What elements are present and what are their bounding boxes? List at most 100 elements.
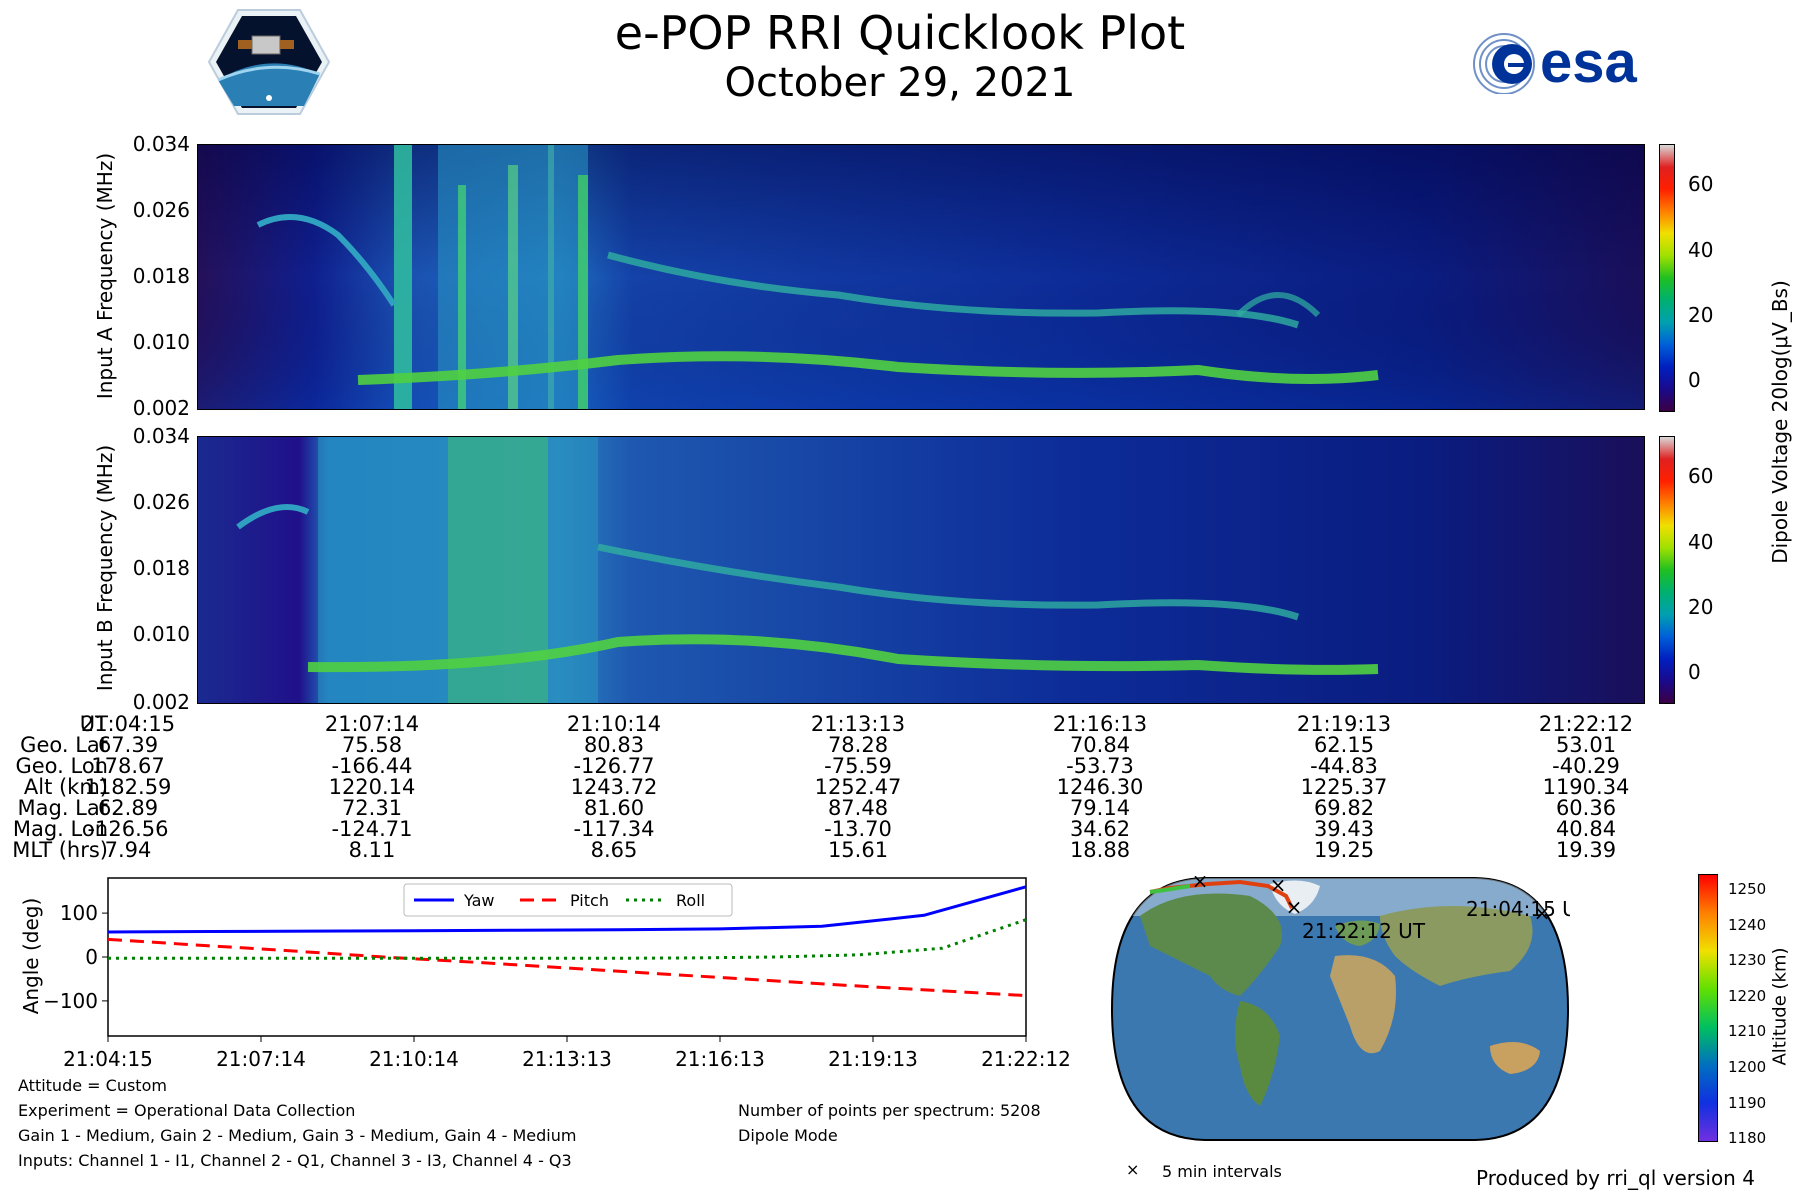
ephem-cell: 87.48 — [827, 796, 889, 820]
ytick-a-1: 0.026 — [132, 198, 190, 222]
map-x-1: × — [1192, 876, 1209, 893]
map-legend-text: 5 min intervals — [1162, 1162, 1282, 1181]
ytick-b-4: 0.002 — [132, 690, 190, 714]
cb-tick-0-b: 0 — [1688, 660, 1701, 684]
alt-tick: 1200 — [1728, 1058, 1767, 1076]
esa-logo-text: esa — [1540, 30, 1638, 94]
attitude-xtick: 21:13:13 — [522, 1047, 612, 1071]
map-x-start: × — [1534, 901, 1551, 925]
ytick-a-3: 0.010 — [132, 330, 190, 354]
voltage-colorbar-b — [1659, 436, 1675, 704]
cb-tick-20: 20 — [1688, 303, 1714, 327]
ephem-cell: 70.84 — [1069, 733, 1131, 757]
mission-patch-logo — [207, 8, 331, 116]
ephem-cell: 19.25 — [1313, 838, 1375, 862]
attitude-ytick: 0 — [85, 945, 98, 969]
cb-tick-60-b: 60 — [1688, 464, 1714, 488]
ephem-cell: 40.84 — [1555, 817, 1617, 841]
ephem-cell: 1220.14 — [328, 775, 416, 799]
ephem-cell: 19.39 — [1555, 838, 1617, 862]
cb-tick-60: 60 — [1688, 172, 1714, 196]
ephem-cell: 178.67 — [91, 754, 165, 778]
colorbar-label: Dipole Voltage 20log(μV_Bs) — [1768, 280, 1792, 564]
ephem-cell: -75.59 — [824, 754, 892, 778]
alt-tick: 1230 — [1728, 951, 1767, 970]
ephem-cell: 1225.37 — [1300, 775, 1388, 799]
ephem-cell: 1246.30 — [1056, 775, 1144, 799]
voltage-colorbar — [1659, 144, 1675, 412]
ephem-cell: -117.34 — [573, 817, 655, 841]
ephem-cell: 69.82 — [1313, 796, 1375, 820]
ephem-cell: 1190.34 — [1542, 775, 1630, 799]
footer-points: Number of points per spectrum: 5208 — [738, 1101, 1041, 1120]
ephem-cell: 62.15 — [1313, 733, 1375, 757]
attitude-chart: 100 0 −100 21:04:15 21:07:14 21:10:14 21:13:13… — [0, 868, 1090, 1098]
ephem-cell: -166.44 — [331, 754, 413, 778]
ephem-cell: 62.89 — [97, 796, 159, 820]
spectrogram-input-a — [197, 144, 1645, 410]
plot-title: e-POP RRI Quicklook Plot — [614, 6, 1186, 60]
attitude-xtick: 21:19:13 — [828, 1047, 918, 1071]
ephem-cell: 21:13:13 — [810, 712, 906, 736]
cb-tick-40: 40 — [1688, 238, 1714, 262]
attitude-xtick: 21:16:13 — [675, 1047, 765, 1071]
footer-inputs: Inputs: Channel 1 - I1, Channel 2 - Q1, … — [18, 1151, 572, 1170]
footer-experiment: Experiment = Operational Data Collection — [18, 1101, 356, 1120]
cb-tick-0: 0 — [1688, 368, 1701, 392]
ephem-cell: 8.65 — [590, 838, 638, 862]
map-end-label: 21:22:12 UT — [1302, 919, 1426, 943]
ephem-cell: 79.14 — [1069, 796, 1131, 820]
ephem-cell: 21:10:14 — [566, 712, 662, 736]
ephem-cell: 75.58 — [341, 733, 403, 757]
alt-tick: 1210 — [1728, 1022, 1767, 1041]
series-line-pitch — [107, 937, 1027, 998]
series-line-roll — [108, 918, 1027, 960]
ephem-cell: 1182.59 — [84, 775, 172, 799]
spectrogram-input-b — [197, 436, 1645, 704]
ytick-b-0: 0.034 — [132, 424, 190, 448]
altitude-colorbar — [1698, 874, 1718, 1142]
footer-attitude: Attitude = Custom — [18, 1076, 167, 1095]
map-start-label: 21:04:15 UT — [1466, 897, 1570, 921]
ephem-cell: 15.61 — [827, 838, 889, 862]
plot-date: October 29, 2021 — [724, 60, 1076, 106]
ephem-cell: 21:19:13 — [1296, 712, 1392, 736]
footer-produced: Produced by rri_ql version 4 — [1476, 1166, 1755, 1190]
alt-tick: 1250 — [1728, 880, 1767, 898]
ephem-cell: 8.11 — [348, 838, 396, 862]
ephem-cell: 18.88 — [1069, 838, 1131, 862]
ephem-cell: 21:16:13 — [1052, 712, 1148, 736]
ephem-cell: 39.43 — [1313, 817, 1375, 841]
ytick-a-4: 0.002 — [132, 396, 190, 420]
ephem-cell: 34.62 — [1069, 817, 1131, 841]
ephem-cell: -126.77 — [573, 754, 655, 778]
ytick-b-2: 0.018 — [132, 556, 190, 580]
ephem-cell: -13.70 — [824, 817, 892, 841]
ephem-cell: 60.36 — [1555, 796, 1617, 820]
ephem-cell: 80.83 — [583, 733, 645, 757]
ytick-b-1: 0.026 — [132, 490, 190, 514]
ephem-cell: -40.29 — [1552, 754, 1620, 778]
ephem-cell: 53.01 — [1555, 733, 1617, 757]
ephem-cell: -124.71 — [331, 817, 413, 841]
ylabel-input-b: Input B Frequency (MHz) — [93, 444, 117, 692]
ephem-cell: 1252.47 — [814, 775, 902, 799]
cb-tick-40-b: 40 — [1688, 530, 1714, 554]
legend-label: Pitch — [570, 891, 609, 910]
ephem-cell: 72.31 — [341, 796, 403, 820]
ephem-cell: -53.73 — [1066, 754, 1134, 778]
ephem-label-ut: UT — [79, 712, 108, 736]
ephem-cell: 81.60 — [583, 796, 645, 820]
attitude-ytick: −100 — [43, 989, 98, 1013]
attitude-legend — [403, 883, 733, 917]
alt-tick: 1190 — [1728, 1093, 1767, 1112]
footer-gains: Gain 1 - Medium, Gain 2 - Medium, Gain 3… — [18, 1126, 577, 1145]
attitude-xtick: 21:04:15 — [63, 1047, 153, 1071]
attitude-xtick: 21:22:12 — [981, 1047, 1071, 1071]
attitude-xtick: 21:07:14 — [216, 1047, 306, 1071]
ephem-cell: 21:04:15 — [80, 712, 176, 736]
ephem-label-maglat: Mag. Lat — [17, 796, 108, 820]
series-line-yaw — [107, 885, 1027, 934]
ephem-label-geolat: Geo. Lat — [20, 733, 108, 757]
cb-tick-20-b: 20 — [1688, 595, 1714, 619]
